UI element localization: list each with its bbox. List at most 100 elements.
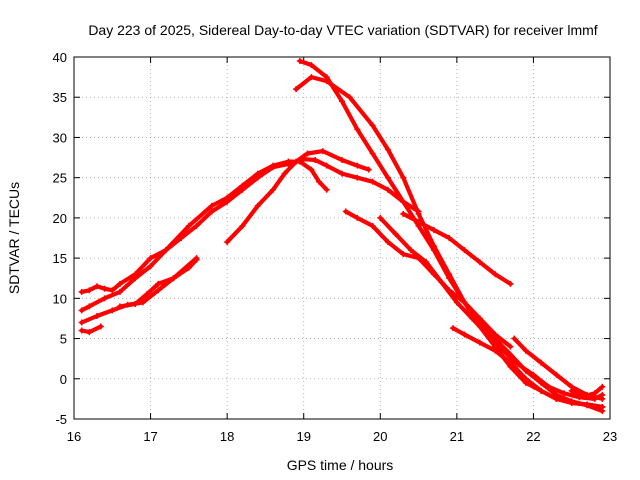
data-point	[538, 387, 545, 394]
data-point	[450, 325, 457, 332]
data-point	[584, 401, 591, 408]
data-point	[270, 164, 277, 171]
data-point	[162, 247, 169, 254]
data-point	[415, 255, 422, 262]
data-point	[507, 280, 514, 287]
data-point	[308, 166, 315, 173]
data-point	[384, 239, 391, 246]
data-point	[101, 285, 108, 292]
series-track-11	[401, 211, 513, 286]
data-point	[461, 247, 468, 254]
data-point	[155, 280, 162, 287]
y-tick-label: 15	[53, 251, 67, 266]
data-point	[170, 275, 177, 282]
data-point	[369, 222, 376, 229]
y-tick-label: 10	[53, 291, 67, 306]
data-point	[568, 399, 575, 406]
y-tick-label: 30	[53, 130, 67, 145]
data-point	[415, 218, 422, 225]
data-point	[446, 275, 453, 282]
data-point	[507, 359, 514, 366]
data-point	[599, 395, 606, 402]
data-point	[346, 94, 353, 101]
data-point	[78, 327, 85, 334]
x-tick-label: 23	[603, 429, 617, 444]
data-point	[185, 264, 192, 271]
data-point	[553, 371, 560, 378]
data-point	[591, 390, 598, 397]
data-point	[407, 247, 414, 254]
data-point	[254, 174, 261, 181]
x-axis-label: GPS time / hours	[287, 457, 394, 473]
data-point	[86, 303, 93, 310]
data-point	[369, 150, 376, 157]
data-point	[296, 58, 303, 65]
data-point	[116, 280, 123, 287]
x-tick-label: 20	[373, 429, 387, 444]
x-tick-label: 16	[67, 429, 81, 444]
data-point	[430, 226, 437, 233]
y-tick-label: 0	[60, 372, 67, 387]
series-track-8	[297, 58, 605, 414]
data-point	[507, 343, 514, 350]
data-point	[293, 158, 300, 165]
chart-title: Day 223 of 2025, Sidereal Day-to-day VTE…	[88, 22, 597, 38]
y-tick-label: 40	[53, 50, 67, 65]
data-point	[323, 162, 330, 169]
data-point	[185, 222, 192, 229]
data-point	[599, 383, 606, 390]
data-point	[339, 170, 345, 177]
data-point	[461, 331, 468, 338]
data-point	[568, 387, 575, 394]
data-point	[430, 271, 437, 278]
series-track-6	[225, 149, 371, 245]
data-point	[116, 303, 123, 310]
series-track-2	[79, 157, 421, 313]
data-point	[538, 359, 545, 366]
data-point	[147, 263, 154, 270]
data-point	[400, 198, 407, 205]
data-series	[78, 58, 606, 414]
plot-frame	[73, 56, 611, 420]
y-tick-label: 5	[60, 332, 67, 347]
data-point	[312, 156, 319, 163]
data-point	[415, 210, 422, 217]
data-point	[304, 150, 311, 157]
series-track-9	[378, 215, 605, 401]
data-point	[281, 170, 288, 177]
data-point	[453, 299, 460, 306]
data-point	[476, 259, 483, 266]
data-point	[354, 162, 361, 169]
data-point	[430, 247, 437, 254]
data-point	[97, 323, 104, 330]
data-point	[384, 146, 391, 153]
data-point	[139, 299, 146, 306]
data-point	[354, 174, 361, 181]
data-point	[339, 156, 345, 163]
data-point	[308, 74, 315, 81]
data-point	[365, 166, 372, 173]
data-point	[545, 383, 552, 390]
data-point	[116, 288, 123, 295]
data-point	[342, 208, 349, 215]
x-tick-label: 18	[220, 429, 234, 444]
data-point	[461, 299, 468, 306]
data-point	[316, 178, 323, 185]
data-point	[178, 235, 185, 241]
data-point	[400, 251, 407, 258]
x-tick-label: 17	[143, 429, 157, 444]
data-point	[285, 160, 292, 167]
y-tick-label: 25	[53, 171, 67, 186]
data-point	[93, 283, 100, 290]
data-point	[224, 198, 231, 205]
data-point	[469, 315, 476, 322]
data-point	[499, 347, 506, 354]
data-point	[86, 287, 93, 294]
y-tick-label: -5	[55, 412, 67, 427]
data-point	[446, 235, 453, 241]
data-point	[561, 390, 568, 397]
data-point	[599, 403, 606, 410]
data-point	[78, 307, 85, 314]
data-point	[143, 291, 150, 298]
